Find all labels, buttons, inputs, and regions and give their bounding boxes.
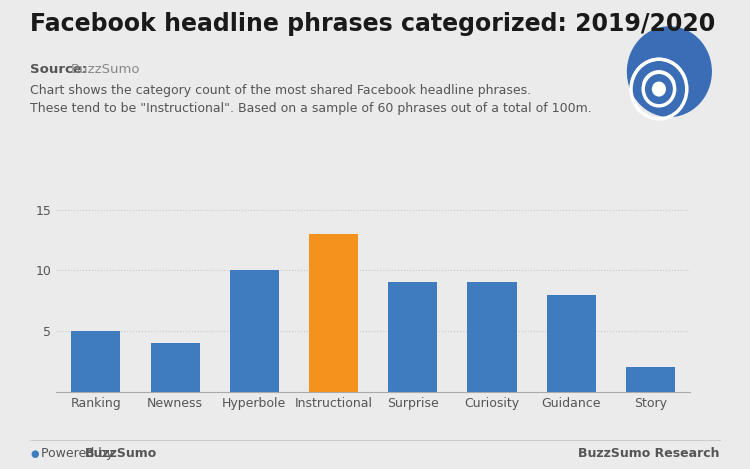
Text: Source:: Source: bbox=[30, 63, 87, 76]
Text: BuzzSumo Research: BuzzSumo Research bbox=[578, 447, 720, 461]
Circle shape bbox=[652, 82, 665, 96]
Bar bbox=[230, 270, 279, 392]
Text: ●: ● bbox=[30, 449, 38, 459]
Text: These tend to be "Instructional". Based on a sample of 60 phrases out of a total: These tend to be "Instructional". Based … bbox=[30, 102, 592, 115]
Text: BuzzSumo: BuzzSumo bbox=[85, 447, 157, 461]
Bar bbox=[467, 282, 517, 392]
Bar bbox=[388, 282, 437, 392]
Text: Chart shows the category count of the most shared Facebook headline phrases.: Chart shows the category count of the mo… bbox=[30, 84, 531, 98]
Bar bbox=[547, 295, 596, 392]
Text: BuzzSumo: BuzzSumo bbox=[70, 63, 140, 76]
Bar bbox=[71, 331, 121, 392]
Text: Facebook headline phrases categorized: 2019/2020: Facebook headline phrases categorized: 2… bbox=[30, 12, 715, 36]
Circle shape bbox=[628, 27, 711, 116]
Text: Powered by: Powered by bbox=[41, 447, 118, 461]
Bar bbox=[309, 234, 358, 392]
Bar bbox=[626, 367, 675, 392]
Bar bbox=[151, 343, 200, 392]
